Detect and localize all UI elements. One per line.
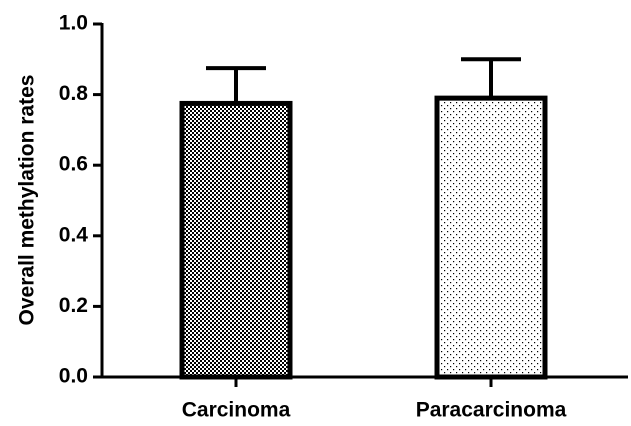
- x-tick-label: Carcinoma: [182, 399, 291, 421]
- x-tick-label: Paracarcinoma: [416, 399, 567, 421]
- y-tick-label: 0.6: [59, 153, 88, 176]
- bar: [434, 95, 548, 380]
- y-tick-label: 0.4: [59, 223, 89, 246]
- y-tick-label: 0.0: [59, 365, 88, 388]
- y-tick-label: 0.8: [59, 82, 89, 105]
- y-tick-label: 1.0: [59, 12, 88, 35]
- y-tick-label: 0.2: [59, 294, 88, 317]
- bar: [179, 100, 293, 380]
- y-axis-label: Overall methylation rates: [16, 75, 39, 326]
